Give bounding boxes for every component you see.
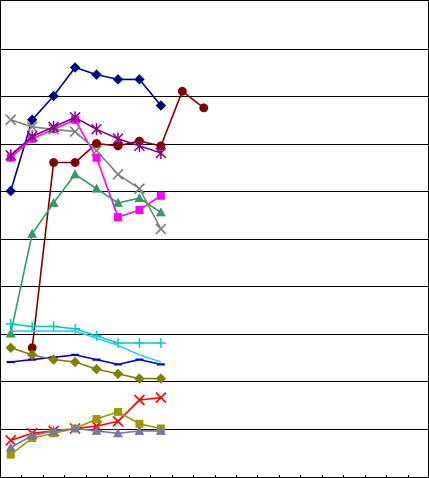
data-point bbox=[26, 130, 38, 143]
data-point bbox=[26, 114, 38, 125]
data-point bbox=[70, 169, 81, 179]
data-point bbox=[133, 139, 145, 152]
data-point bbox=[69, 356, 81, 368]
data-point bbox=[133, 394, 145, 406]
data-point bbox=[48, 90, 59, 102]
data-point bbox=[91, 330, 102, 341]
data-point bbox=[92, 415, 101, 423]
data-point bbox=[69, 126, 81, 138]
data-point bbox=[112, 338, 123, 348]
series-line bbox=[10, 119, 162, 230]
data-point bbox=[134, 425, 145, 435]
data-point bbox=[69, 62, 81, 73]
series-2 bbox=[27, 86, 209, 353]
series-line bbox=[10, 116, 162, 156]
series-10 bbox=[5, 342, 167, 384]
series-13 bbox=[5, 423, 166, 452]
data-point bbox=[155, 223, 167, 235]
data-point bbox=[134, 373, 145, 384]
data-point bbox=[113, 141, 123, 151]
data-point bbox=[113, 407, 122, 416]
data-point bbox=[156, 141, 166, 151]
data-point bbox=[5, 319, 16, 329]
data-point bbox=[91, 69, 102, 80]
data-point bbox=[48, 321, 59, 332]
data-point bbox=[112, 132, 124, 145]
data-point bbox=[135, 206, 144, 214]
data-point bbox=[27, 228, 38, 238]
data-point bbox=[5, 328, 16, 338]
data-point bbox=[92, 139, 102, 148]
data-point bbox=[27, 343, 37, 353]
data-point bbox=[112, 74, 124, 85]
data-point bbox=[26, 349, 38, 361]
data-point bbox=[48, 197, 59, 207]
data-point bbox=[134, 193, 145, 203]
data-point bbox=[70, 323, 81, 334]
data-point bbox=[90, 123, 103, 136]
data-point bbox=[27, 430, 38, 440]
data-point bbox=[70, 423, 81, 433]
data-point bbox=[155, 100, 167, 111]
data-point bbox=[48, 425, 59, 435]
series-line bbox=[10, 427, 161, 449]
series-line bbox=[10, 330, 162, 363]
data-point bbox=[155, 207, 166, 217]
data-point bbox=[27, 321, 38, 332]
data-point bbox=[91, 363, 102, 375]
data-point bbox=[155, 373, 167, 384]
data-point bbox=[5, 342, 16, 353]
data-point bbox=[5, 434, 17, 446]
data-point bbox=[112, 415, 124, 427]
data-point bbox=[156, 191, 165, 200]
series-line bbox=[9, 173, 162, 334]
data-point bbox=[49, 158, 59, 167]
series-4 bbox=[5, 114, 167, 235]
data-point bbox=[112, 428, 123, 438]
series-6 bbox=[5, 169, 166, 338]
series-7 bbox=[5, 319, 166, 348]
data-point bbox=[112, 368, 124, 380]
data-point bbox=[5, 185, 16, 197]
data-point bbox=[91, 183, 102, 193]
data-point bbox=[199, 103, 209, 113]
data-point bbox=[135, 419, 144, 428]
data-point bbox=[133, 183, 145, 195]
data-point bbox=[112, 197, 123, 207]
data-point bbox=[26, 121, 38, 133]
series-5 bbox=[5, 111, 167, 162]
data-point bbox=[155, 392, 167, 404]
data-point bbox=[155, 147, 167, 159]
data-point bbox=[134, 338, 145, 348]
data-point bbox=[48, 354, 59, 365]
data-point bbox=[6, 450, 15, 459]
data-point bbox=[5, 442, 16, 452]
data-point bbox=[90, 145, 103, 157]
data-point bbox=[69, 111, 81, 124]
data-point bbox=[5, 114, 17, 126]
data-point bbox=[155, 425, 166, 435]
data-point bbox=[155, 338, 166, 348]
series-1 bbox=[5, 62, 167, 197]
data-point bbox=[91, 425, 102, 435]
data-point bbox=[112, 168, 124, 180]
data-point bbox=[113, 213, 122, 222]
data-point bbox=[5, 149, 17, 162]
data-point bbox=[48, 120, 60, 133]
data-point bbox=[177, 86, 187, 96]
data-point bbox=[134, 74, 145, 85]
series-8 bbox=[10, 330, 162, 363]
data-point bbox=[70, 158, 80, 167]
series-layer bbox=[5, 62, 209, 459]
data-point bbox=[92, 153, 101, 162]
